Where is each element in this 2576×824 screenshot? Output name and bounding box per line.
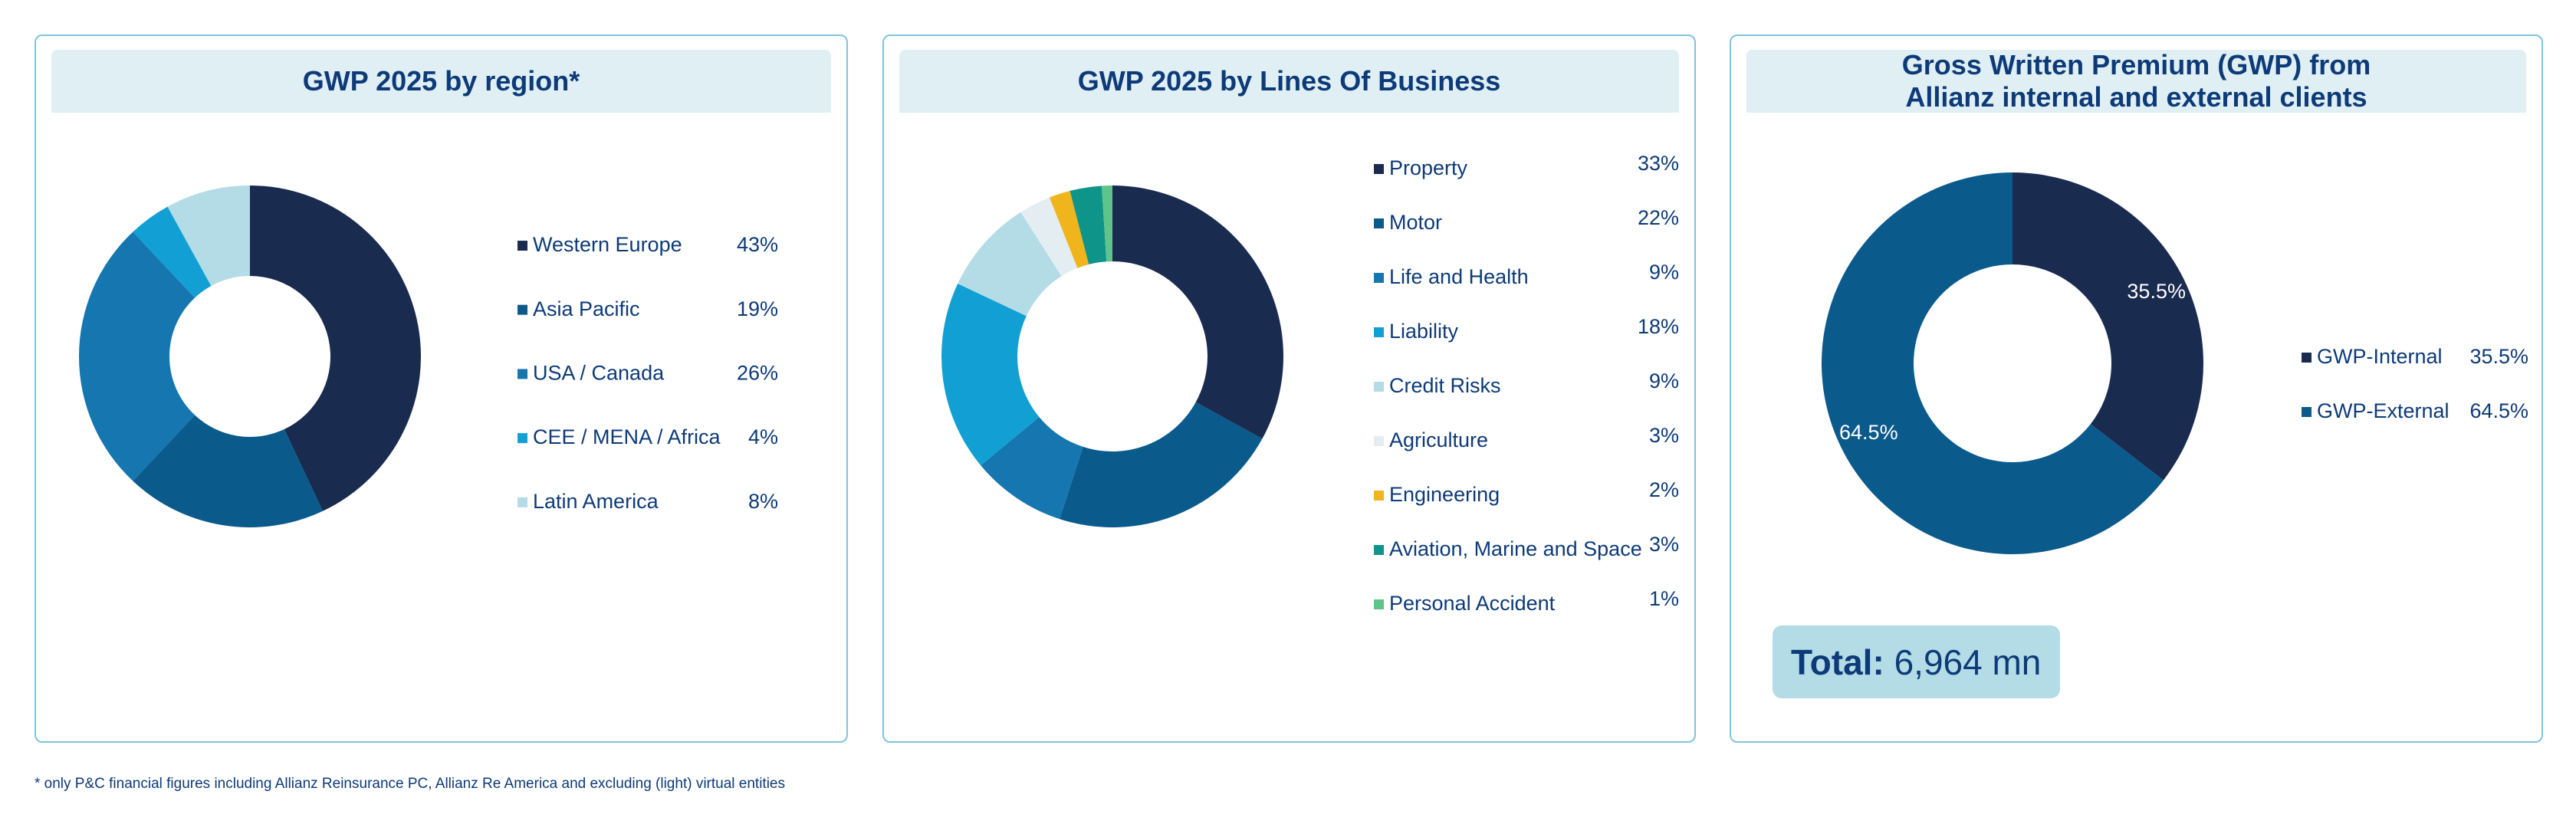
legend-value: 2% <box>1649 478 1679 501</box>
legend-value: 3% <box>1649 533 1679 556</box>
legend-marker <box>2302 407 2312 417</box>
legend-value: 35.5% <box>2469 345 2528 368</box>
legend-value: 9% <box>1649 261 1679 284</box>
legend-marker <box>1374 545 1384 555</box>
legend-label: CEE / MENA / Africa <box>533 425 721 448</box>
legend-marker <box>1374 382 1384 392</box>
slice <box>1101 185 1112 262</box>
slice <box>981 417 1083 520</box>
slice-label: 64.5% <box>1839 421 1898 444</box>
legend-label: USA / Canada <box>533 362 665 385</box>
legend-value: 4% <box>748 425 778 448</box>
legend-marker <box>518 369 527 379</box>
legend-label: Liability <box>1389 320 1459 343</box>
legend-label: Engineering <box>1389 483 1500 506</box>
legend-label: Motor <box>1389 211 1442 234</box>
slice <box>1020 197 1078 277</box>
legend-label: Western Europe <box>533 233 682 256</box>
legend-label: Property <box>1389 156 1468 179</box>
legend-label: Asia Pacific <box>533 297 640 320</box>
total-value: 6,964 mn <box>1894 642 2042 682</box>
chart-title: Gross Written Premium (GWP) from Allianz… <box>1746 49 2526 113</box>
legend-marker <box>1374 491 1384 501</box>
slice <box>958 212 1062 317</box>
slice <box>1060 402 1263 527</box>
panel: GWP 2025 by Lines Of Business <box>882 34 1696 743</box>
legend-marker <box>518 304 527 315</box>
panel: Gross Written Premium (GWP) from Allianz… <box>1730 34 2543 743</box>
legend-value: 18% <box>1638 315 1679 338</box>
legend-marker <box>1374 436 1384 446</box>
panel: GWP 2025 by region* <box>34 34 848 743</box>
footnote: * only P&C financial figures including A… <box>34 776 785 792</box>
slice <box>1112 185 1284 439</box>
legend-value: 33% <box>1638 152 1679 175</box>
legend-marker <box>1374 327 1384 337</box>
slice <box>133 206 212 298</box>
slice-label: 35.5% <box>2127 280 2186 303</box>
slice <box>1822 172 2164 554</box>
chart-title: GWP 2025 by Lines Of Business <box>899 50 1679 113</box>
legend-marker <box>1374 273 1384 283</box>
legend-label: Credit Risks <box>1389 374 1501 397</box>
legend-value: 26% <box>737 362 778 385</box>
legend-value: 8% <box>748 490 778 513</box>
legend-value: 9% <box>1649 369 1679 392</box>
slice <box>941 284 1040 466</box>
legend-marker <box>2302 353 2312 363</box>
legend-label: GWP-Internal <box>2317 345 2443 368</box>
slice <box>1070 185 1107 264</box>
slice <box>250 185 422 511</box>
slice <box>133 415 323 527</box>
legend-value: 64.5% <box>2469 399 2528 422</box>
legend-value: 22% <box>1638 206 1679 229</box>
legend-marker <box>518 497 527 507</box>
slice <box>78 231 196 481</box>
legend-value: 1% <box>1649 587 1679 610</box>
legend-marker <box>1374 164 1384 174</box>
slice <box>1049 191 1089 268</box>
legend-label: Agriculture <box>1389 428 1488 451</box>
legend-marker <box>1374 599 1384 609</box>
chart-title: GWP 2025 by region* <box>51 50 831 113</box>
legend-label: Life and Health <box>1389 265 1529 288</box>
legend-label: Personal Accident <box>1389 592 1556 615</box>
legend-value: 3% <box>1649 424 1679 447</box>
legend-value: 43% <box>737 233 778 256</box>
legend-marker <box>518 433 527 444</box>
slice <box>167 185 250 286</box>
legend-label: Latin America <box>533 490 659 513</box>
legend-marker <box>518 241 527 251</box>
legend-label: Aviation, Marine and Space <box>1389 537 1642 560</box>
total-label: Total: <box>1791 642 1884 682</box>
slice <box>2013 172 2204 481</box>
legend-label: GWP-External <box>2317 399 2450 422</box>
legend-value: 19% <box>737 297 778 320</box>
legend-marker <box>1374 218 1384 228</box>
total-box: Total: 6,964 mn <box>1773 625 2060 698</box>
